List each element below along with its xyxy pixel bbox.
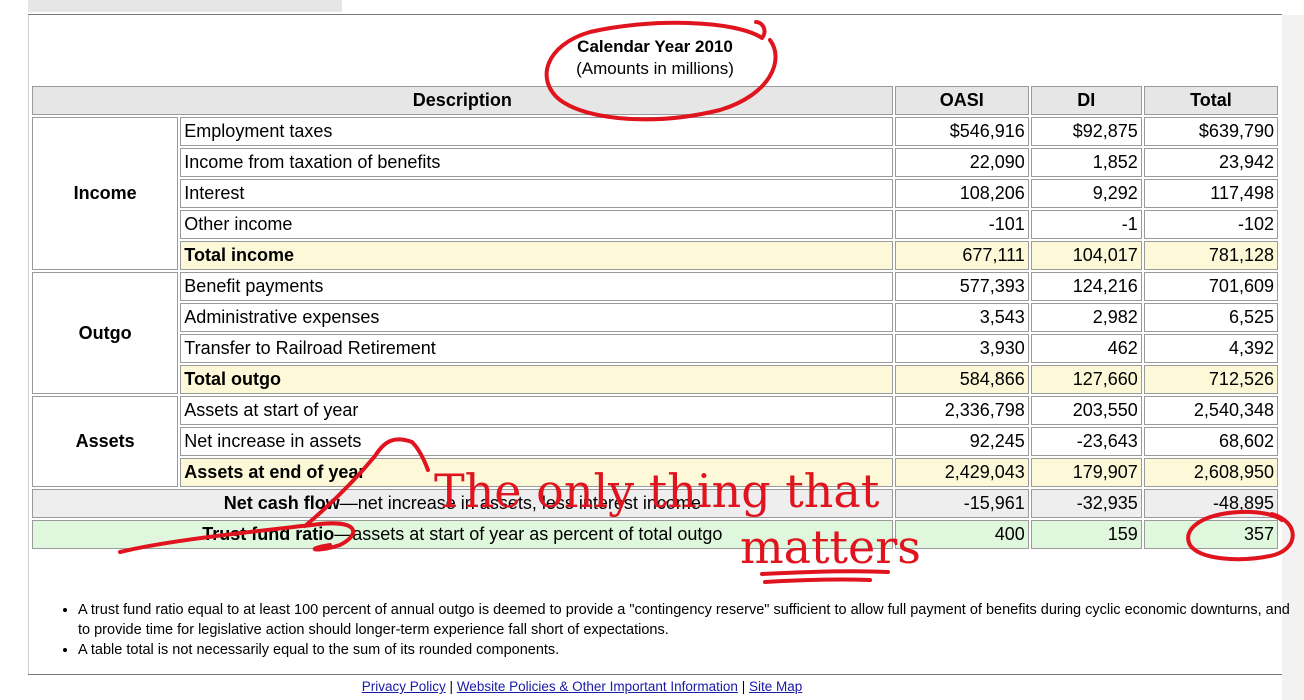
cell-di: 203,550 xyxy=(1030,396,1142,425)
left-edge xyxy=(28,15,29,675)
trust-fund-ratio-term: Trust fund ratio xyxy=(202,524,335,544)
cell-total: 712,526 xyxy=(1143,365,1278,394)
total-row: Total outgo 584,866 127,660 712,526 xyxy=(32,365,1278,394)
group-outgo: Outgo xyxy=(32,272,179,394)
right-edge xyxy=(1282,15,1304,700)
cell-oasi: 2,429,043 xyxy=(894,458,1029,487)
header-description: Description xyxy=(32,86,893,115)
annotation-line-2: matters xyxy=(740,520,921,574)
row-label: Net increase in assets xyxy=(180,427,893,456)
row-label: Total income xyxy=(180,241,893,270)
table-row: Administrative expenses 3,543 2,982 6,52… xyxy=(32,303,1278,332)
cell-total: 68,602 xyxy=(1143,427,1278,456)
cell-total: 117,498 xyxy=(1143,179,1278,208)
cell-oasi: -15,961 xyxy=(894,489,1029,518)
cell-total: 2,608,950 xyxy=(1143,458,1278,487)
cell-di: 1,852 xyxy=(1030,148,1142,177)
table-row: Assets Assets at start of year 2,336,798… xyxy=(32,396,1278,487)
header-total: Total xyxy=(1143,86,1278,115)
group-income: Income xyxy=(32,117,179,270)
cell-total: 781,128 xyxy=(1143,241,1278,270)
row-label: Employment taxes xyxy=(180,117,893,146)
cell-oasi: -101 xyxy=(894,210,1029,239)
cell-di: 462 xyxy=(1030,334,1142,363)
top-gray-bar xyxy=(28,0,342,12)
site-map-link[interactable]: Site Map xyxy=(748,679,803,694)
cell-total: 23,942 xyxy=(1143,148,1278,177)
row-label: Administrative expenses xyxy=(180,303,893,332)
annotation-line-1: The only thing that xyxy=(434,464,880,518)
row-label: Assets at start of year xyxy=(180,396,893,425)
row-label: Interest xyxy=(180,179,893,208)
table-row: Outgo Benefit payments 577,393 124,216 7… xyxy=(32,272,1278,394)
cell-di: 159 xyxy=(1030,520,1142,549)
site-footer: Privacy Policy | Website Policies & Othe… xyxy=(0,679,1164,694)
cell-di: 104,017 xyxy=(1030,241,1142,270)
cell-di: -32,935 xyxy=(1030,489,1142,518)
group-assets: Assets xyxy=(32,396,179,487)
row-label: Income from taxation of benefits xyxy=(180,148,893,177)
bottom-divider xyxy=(28,674,1282,675)
table-caption: Calendar Year 2010 (Amounts in millions) xyxy=(455,36,855,80)
cell-oasi: 400 xyxy=(894,520,1029,549)
header-oasi: OASI xyxy=(894,86,1029,115)
header-row: Description OASI DI Total xyxy=(32,86,1278,115)
footer-separator: | xyxy=(449,679,454,694)
cell-oasi: 3,543 xyxy=(894,303,1029,332)
footer-separator: | xyxy=(741,679,746,694)
cell-total: 2,540,348 xyxy=(1143,396,1278,425)
cell-oasi: 577,393 xyxy=(894,272,1029,301)
total-row: Total income 677,111 104,017 781,128 xyxy=(32,241,1278,270)
cell-oasi: 677,111 xyxy=(894,241,1029,270)
cell-oasi: 2,336,798 xyxy=(894,396,1029,425)
cell-di: 124,216 xyxy=(1030,272,1142,301)
cell-total: 357 xyxy=(1143,520,1278,549)
cell-oasi: 22,090 xyxy=(894,148,1029,177)
cell-di: 179,907 xyxy=(1030,458,1142,487)
cell-di: 9,292 xyxy=(1030,179,1142,208)
cell-oasi: 108,206 xyxy=(894,179,1029,208)
trust-fund-ratio-row: Trust fund ratio—assets at start of year… xyxy=(32,520,1278,549)
cell-total: 4,392 xyxy=(1143,334,1278,363)
net-cash-flow-term: Net cash flow xyxy=(223,493,340,513)
cell-total: $639,790 xyxy=(1143,117,1278,146)
table-row: Other income -101 -1 -102 xyxy=(32,210,1278,239)
cell-oasi: 3,930 xyxy=(894,334,1029,363)
net-cash-flow-definition: —net increase in assets, less interest i… xyxy=(339,493,701,513)
row-label: Benefit payments xyxy=(180,272,893,301)
cell-total: -102 xyxy=(1143,210,1278,239)
table-row: Net increase in assets 92,245 -23,643 68… xyxy=(32,427,1278,456)
row-label: Total outgo xyxy=(180,365,893,394)
row-label: Other income xyxy=(180,210,893,239)
cell-di: 127,660 xyxy=(1030,365,1142,394)
table-row: Income Employment taxes $546,916 $92,875… xyxy=(32,117,1278,270)
cell-total: -48,895 xyxy=(1143,489,1278,518)
privacy-policy-link[interactable]: Privacy Policy xyxy=(361,679,446,694)
cell-oasi: 92,245 xyxy=(894,427,1029,456)
row-label: Transfer to Railroad Retirement xyxy=(180,334,893,363)
cell-total: 701,609 xyxy=(1143,272,1278,301)
cell-di: $92,875 xyxy=(1030,117,1142,146)
footnotes: A trust fund ratio equal to at least 100… xyxy=(58,600,1300,660)
cell-di: -1 xyxy=(1030,210,1142,239)
cell-di: 2,982 xyxy=(1030,303,1142,332)
top-divider xyxy=(28,14,1282,15)
caption-title: Calendar Year 2010 xyxy=(577,37,733,56)
cell-total: 6,525 xyxy=(1143,303,1278,332)
table-row: Interest 108,206 9,292 117,498 xyxy=(32,179,1278,208)
cell-oasi: 584,866 xyxy=(894,365,1029,394)
header-di: DI xyxy=(1030,86,1142,115)
footnote-item: A table total is not necessarily equal t… xyxy=(78,640,1300,660)
table-row: Income from taxation of benefits 22,090 … xyxy=(32,148,1278,177)
website-policies-link[interactable]: Website Policies & Other Important Infor… xyxy=(456,679,738,694)
matters-underline-2 xyxy=(763,577,872,584)
cell-oasi: $546,916 xyxy=(894,117,1029,146)
table-row: Transfer to Railroad Retirement 3,930 46… xyxy=(32,334,1278,363)
trust-fund-ratio-definition: —assets at start of year as percent of t… xyxy=(334,524,723,544)
caption-subtitle: (Amounts in millions) xyxy=(576,59,734,78)
cell-di: -23,643 xyxy=(1030,427,1142,456)
footnote-item: A trust fund ratio equal to at least 100… xyxy=(78,600,1300,640)
